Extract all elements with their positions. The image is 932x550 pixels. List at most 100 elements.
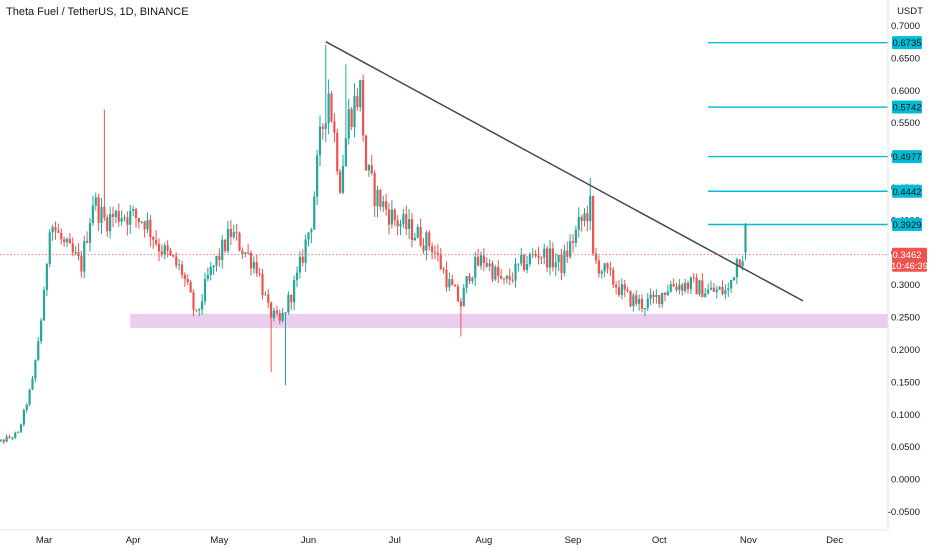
candle (597, 255, 600, 278)
candle (534, 249, 537, 259)
candle (229, 220, 232, 246)
price-level-tag: 0.3929 (892, 218, 922, 232)
candle (471, 276, 474, 285)
candle (563, 244, 566, 277)
candle (707, 283, 710, 295)
candle (226, 221, 230, 254)
candle (727, 282, 730, 297)
candle (100, 197, 103, 234)
candle (500, 269, 503, 280)
candle (721, 280, 724, 296)
candle (198, 308, 201, 317)
candle (63, 236, 66, 247)
candle (477, 248, 480, 267)
candle (8, 434, 11, 439)
candle (554, 253, 557, 277)
candle (574, 225, 577, 248)
candle (341, 154, 345, 195)
candle (520, 248, 523, 267)
candle (88, 218, 92, 252)
candle (272, 307, 276, 322)
candle (287, 291, 290, 315)
candle (146, 212, 149, 234)
candle (201, 293, 204, 315)
candle (448, 272, 451, 291)
candle (681, 282, 684, 296)
candle (120, 210, 123, 226)
candle (479, 251, 483, 270)
x-tick-label: Jul (389, 535, 401, 546)
candle (387, 203, 391, 235)
candle (362, 74, 365, 142)
candle (652, 290, 655, 304)
candle (385, 193, 388, 216)
candle (106, 214, 109, 237)
candle (238, 231, 241, 252)
candle (583, 208, 586, 227)
candle (485, 257, 488, 269)
candle (252, 256, 255, 274)
candle (149, 215, 152, 247)
candle (738, 259, 741, 267)
candle (497, 259, 500, 284)
candle (212, 264, 215, 276)
price-level-tag: 0.5742 (892, 100, 922, 114)
candle (169, 248, 172, 257)
x-tick-label: Nov (740, 535, 757, 546)
candle (17, 431, 20, 434)
candle (180, 260, 184, 279)
candle (626, 286, 629, 293)
candle (34, 359, 37, 383)
candle (557, 254, 560, 272)
candle (603, 262, 606, 278)
candle (267, 288, 270, 309)
candle (347, 98, 350, 145)
candle (666, 284, 669, 296)
candle (192, 289, 195, 317)
support-zone (130, 313, 888, 329)
candle (77, 243, 80, 261)
candle (80, 250, 83, 278)
candle (0, 439, 2, 443)
candle (474, 251, 477, 286)
candle (632, 293, 635, 312)
candle (270, 301, 273, 373)
svg-text:0.4442: 0.4442 (892, 187, 921, 198)
candle (65, 237, 69, 248)
candle (445, 261, 448, 292)
candle (744, 223, 747, 261)
candle (336, 128, 339, 175)
candle (646, 292, 649, 312)
candle (612, 266, 615, 289)
candle (48, 229, 51, 268)
y-tick-label: 0.5500 (891, 118, 920, 129)
candle (344, 64, 347, 167)
candle (209, 261, 212, 281)
candle (701, 273, 704, 298)
candle (137, 217, 140, 229)
svg-text:0.3462: 0.3462 (892, 250, 921, 261)
candle (724, 284, 727, 300)
candle (459, 297, 462, 337)
candle (54, 221, 57, 240)
candle (675, 282, 678, 292)
candle (560, 248, 563, 281)
candle (735, 257, 738, 284)
candle (117, 203, 120, 227)
candle (37, 337, 40, 362)
candle (523, 253, 526, 272)
candle (640, 294, 644, 313)
candle (143, 220, 146, 238)
candle (569, 234, 572, 259)
svg-text:0.5742: 0.5742 (892, 103, 921, 114)
trendline[interactable] (325, 41, 804, 302)
x-tick-label: Aug (475, 535, 492, 546)
candle (600, 269, 603, 279)
candle (339, 169, 342, 195)
candle (364, 134, 368, 171)
candle (454, 283, 457, 287)
y-tick-label: 0.1000 (891, 410, 920, 421)
candle (551, 242, 554, 272)
